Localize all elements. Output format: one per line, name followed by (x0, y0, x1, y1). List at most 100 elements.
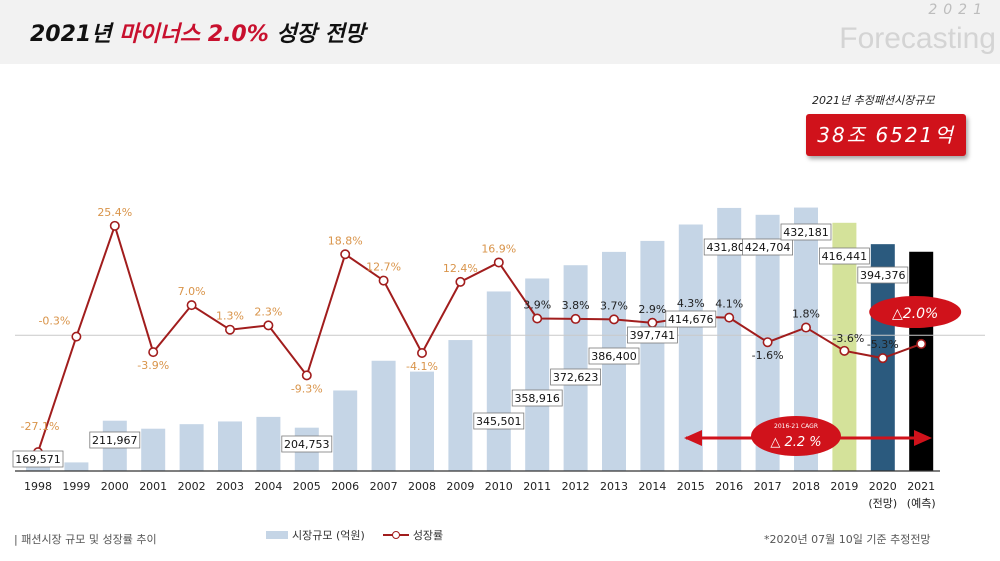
growth-point-1999 (71, 331, 82, 342)
growth-point-2010 (493, 257, 504, 268)
bar-label-2017: 424,704 (745, 241, 791, 254)
x-tick-2000: 2000 (101, 480, 129, 493)
x-tick-2013: 2013 (600, 480, 628, 493)
title-suffix: 성장 전망 (268, 22, 366, 47)
x-tick-2004: 2004 (254, 480, 282, 493)
market-size-label: 2021년 추정패션시장규모 (812, 94, 935, 107)
bar-label-2020: 394,376 (860, 269, 906, 282)
bar-label-box-2019 (819, 247, 870, 265)
x-tick-2016: 2016 (715, 480, 743, 493)
growth-label-2002: 7.0% (178, 285, 206, 298)
footnote: *2020년 07월 10일 기준 추정전망 (764, 533, 931, 546)
cagr-badge-text: △ 2.2 % (770, 435, 821, 450)
growth-label-2016: 4.1% (715, 298, 743, 311)
growth-point-2017 (762, 337, 773, 348)
x-tick-2009: 2009 (446, 480, 474, 493)
growth-label-2017: -1.6% (752, 349, 784, 362)
cagr-arrow-left-head (684, 430, 702, 446)
growth-label-2018: 1.8% (792, 308, 820, 321)
growth-label-2012: 3.8% (562, 299, 590, 312)
growth-label-2014: 2.9% (638, 303, 666, 316)
growth-point-2021 (916, 338, 927, 349)
bar-2002 (179, 424, 204, 471)
bar-2012 (563, 265, 588, 471)
legend-bar-swatch (266, 531, 288, 539)
growth-point-2008 (416, 347, 427, 358)
growth-point-2019 (839, 345, 850, 356)
x-tick-2006: 2006 (331, 480, 359, 493)
growth-point-2002 (186, 300, 197, 311)
title-accent: 마이너스 2.0% (119, 22, 269, 47)
x-tick-2002: 2002 (178, 480, 206, 493)
bar-2011 (525, 278, 550, 471)
bar-label-2011: 358,916 (514, 392, 560, 405)
bar-label-box-2000 (89, 431, 141, 449)
growth-label-2009: 12.4% (443, 262, 478, 275)
growth-point-2004 (263, 320, 274, 331)
bar-label-2018: 432,181 (783, 226, 829, 239)
growth-badge-text: △2.0% (892, 306, 938, 322)
bar-label-2010: 345,501 (476, 415, 522, 428)
growth-label-2004: 2.3% (254, 305, 282, 318)
x-tick-2019: 2019 (830, 480, 858, 493)
bar-2003 (218, 421, 242, 471)
growth-badge (869, 296, 962, 328)
bar-2007 (371, 360, 396, 471)
growth-label-2013: 3.7% (600, 299, 628, 312)
header-band (0, 0, 1000, 64)
x-tick-2005: 2005 (293, 480, 321, 493)
bar-label-2019: 416,441 (822, 250, 868, 263)
growth-label-2005: -9.3% (291, 382, 323, 395)
growth-label-2015: 4.3% (677, 297, 705, 310)
bar-label-box-2020 (857, 266, 909, 284)
bar-label-box-2015 (665, 310, 717, 328)
growth-point-2011 (532, 313, 543, 324)
bar-label-1998: 169,571 (15, 453, 61, 466)
growth-label-2010: 16.9% (481, 242, 516, 255)
bar-2014 (640, 240, 665, 471)
bar-label-box-2012 (550, 368, 601, 386)
bar-label-2015: 414,676 (668, 313, 714, 326)
growth-label-2001: -3.9% (137, 359, 169, 372)
growth-label-2008: -4.1% (406, 360, 438, 373)
bar-label-box-2017 (742, 238, 793, 256)
bar-label-box-2013 (588, 347, 640, 365)
x-tick-1998: 1998 (24, 480, 52, 493)
bar-1999 (64, 462, 89, 471)
bar-label-box-1998 (12, 450, 64, 468)
bar-2001 (141, 428, 166, 471)
x-tick-2018: 2018 (792, 480, 820, 493)
x-tick-2003: 2003 (216, 480, 244, 493)
chart-caption: | 패션시장 규모 및 성장률 추이 (14, 533, 157, 546)
growth-label-1999: -0.3% (38, 315, 70, 328)
x-tick-2008: 2008 (408, 480, 436, 493)
growth-label-2011: 3.9% (523, 299, 551, 312)
growth-point-2001 (148, 347, 159, 358)
growth-point-2009 (455, 276, 466, 287)
growth-point-2018 (800, 322, 811, 333)
x-tick-2020: 2020 (869, 480, 897, 493)
bar-label-box-2005 (281, 435, 333, 453)
growth-label-2003: 1.3% (216, 310, 244, 323)
growth-label-2007: 12.7% (366, 261, 401, 274)
x-tick-2001: 2001 (139, 480, 167, 493)
chart-legend: 시장규모 (억원) 성장률 (266, 527, 443, 543)
x-tick-2017: 2017 (754, 480, 782, 493)
growth-label-2006: 18.8% (328, 234, 363, 247)
market-size-value: 38조 6521억 (806, 114, 966, 156)
growth-point-2003 (225, 324, 236, 335)
x-tick-2021: 2021 (907, 480, 935, 493)
legend-line-label: 성장률 (412, 529, 444, 542)
growth-point-2020 (877, 353, 888, 364)
cagr-badge-title: 2016-21 CAGR (774, 423, 818, 430)
growth-point-2005 (301, 370, 312, 381)
cagr-badge (751, 416, 841, 456)
growth-label-2019: -3.6% (832, 332, 864, 345)
bar-label-box-2011 (511, 389, 563, 407)
legend-bar-label: 시장규모 (억원) (292, 529, 365, 542)
bar-label-2012: 372,623 (553, 371, 599, 384)
x-tick-2015: 2015 (677, 480, 705, 493)
x-tick-2014: 2014 (638, 480, 666, 493)
bar-2004 (256, 416, 281, 471)
